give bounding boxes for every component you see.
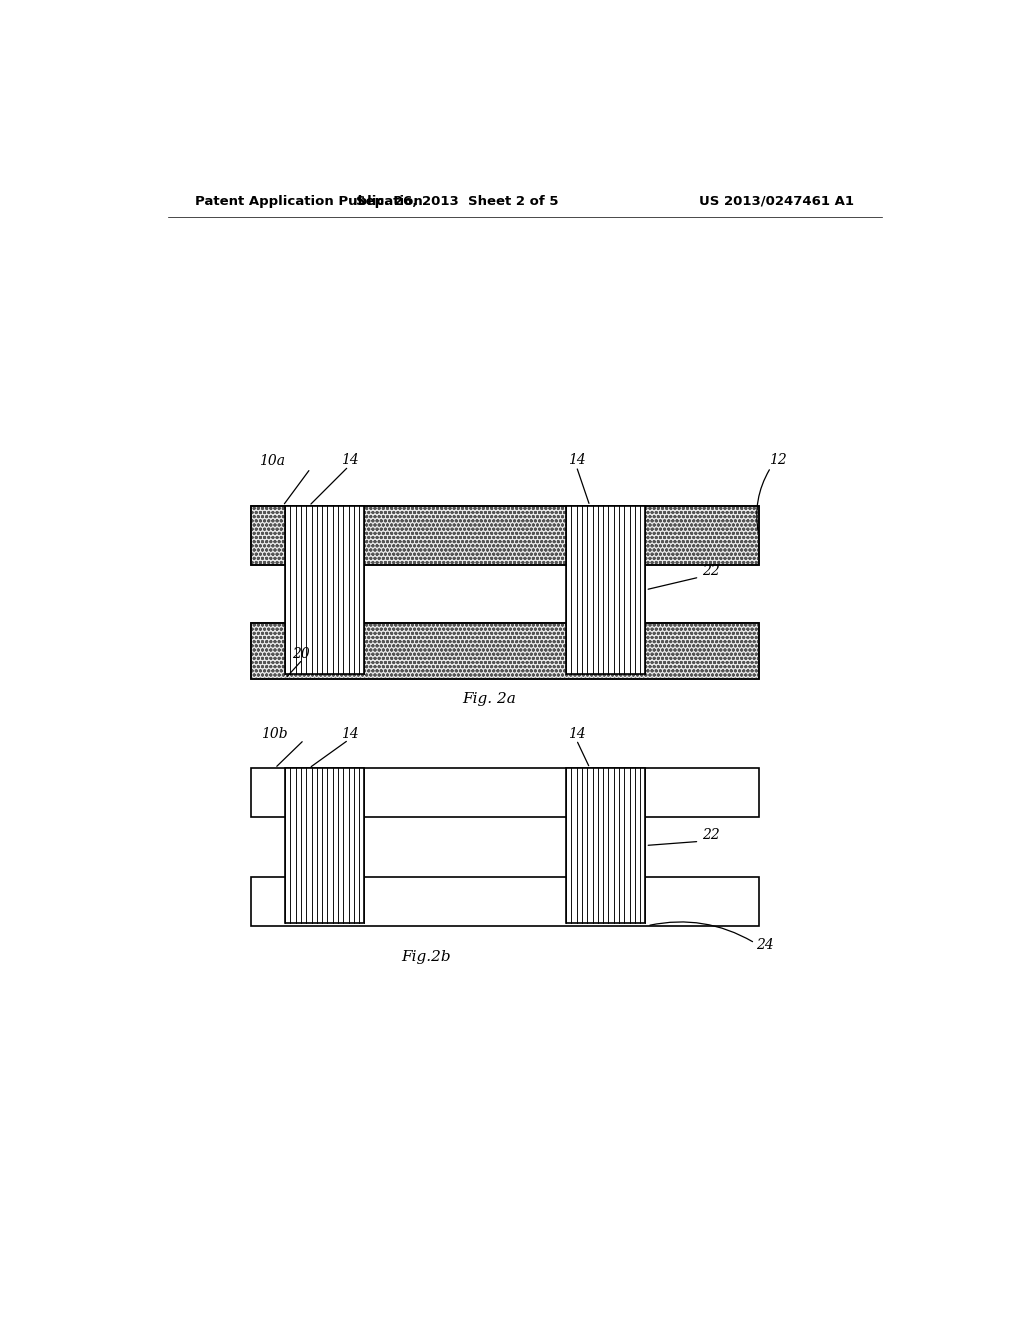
Text: Fig. 2a: Fig. 2a [462,692,516,706]
Text: Patent Application Publication: Patent Application Publication [196,194,423,207]
Text: 22: 22 [701,829,720,842]
Bar [285,768,365,923]
Text: 22: 22 [701,564,720,578]
Text: Sep. 26, 2013  Sheet 2 of 5: Sep. 26, 2013 Sheet 2 of 5 [356,194,559,207]
Text: 14: 14 [568,727,586,741]
Bar [251,506,759,565]
Text: 20: 20 [292,648,310,661]
Text: Fig.2b: Fig.2b [400,950,451,965]
Bar [566,506,645,673]
Bar [251,623,759,678]
Text: 14: 14 [341,727,358,741]
Bar [251,506,759,565]
Text: 10b: 10b [261,727,288,741]
Bar [251,623,759,678]
Bar [251,768,759,817]
Text: US 2013/0247461 A1: US 2013/0247461 A1 [699,194,854,207]
Text: 14: 14 [341,453,358,467]
Text: 24: 24 [757,939,774,952]
Text: 10a: 10a [259,454,285,469]
Bar [251,623,759,678]
Text: 14: 14 [568,453,586,467]
Bar [251,506,759,565]
Bar [285,506,365,673]
Bar [251,876,759,925]
Bar [566,768,645,923]
Text: 12: 12 [769,453,787,467]
